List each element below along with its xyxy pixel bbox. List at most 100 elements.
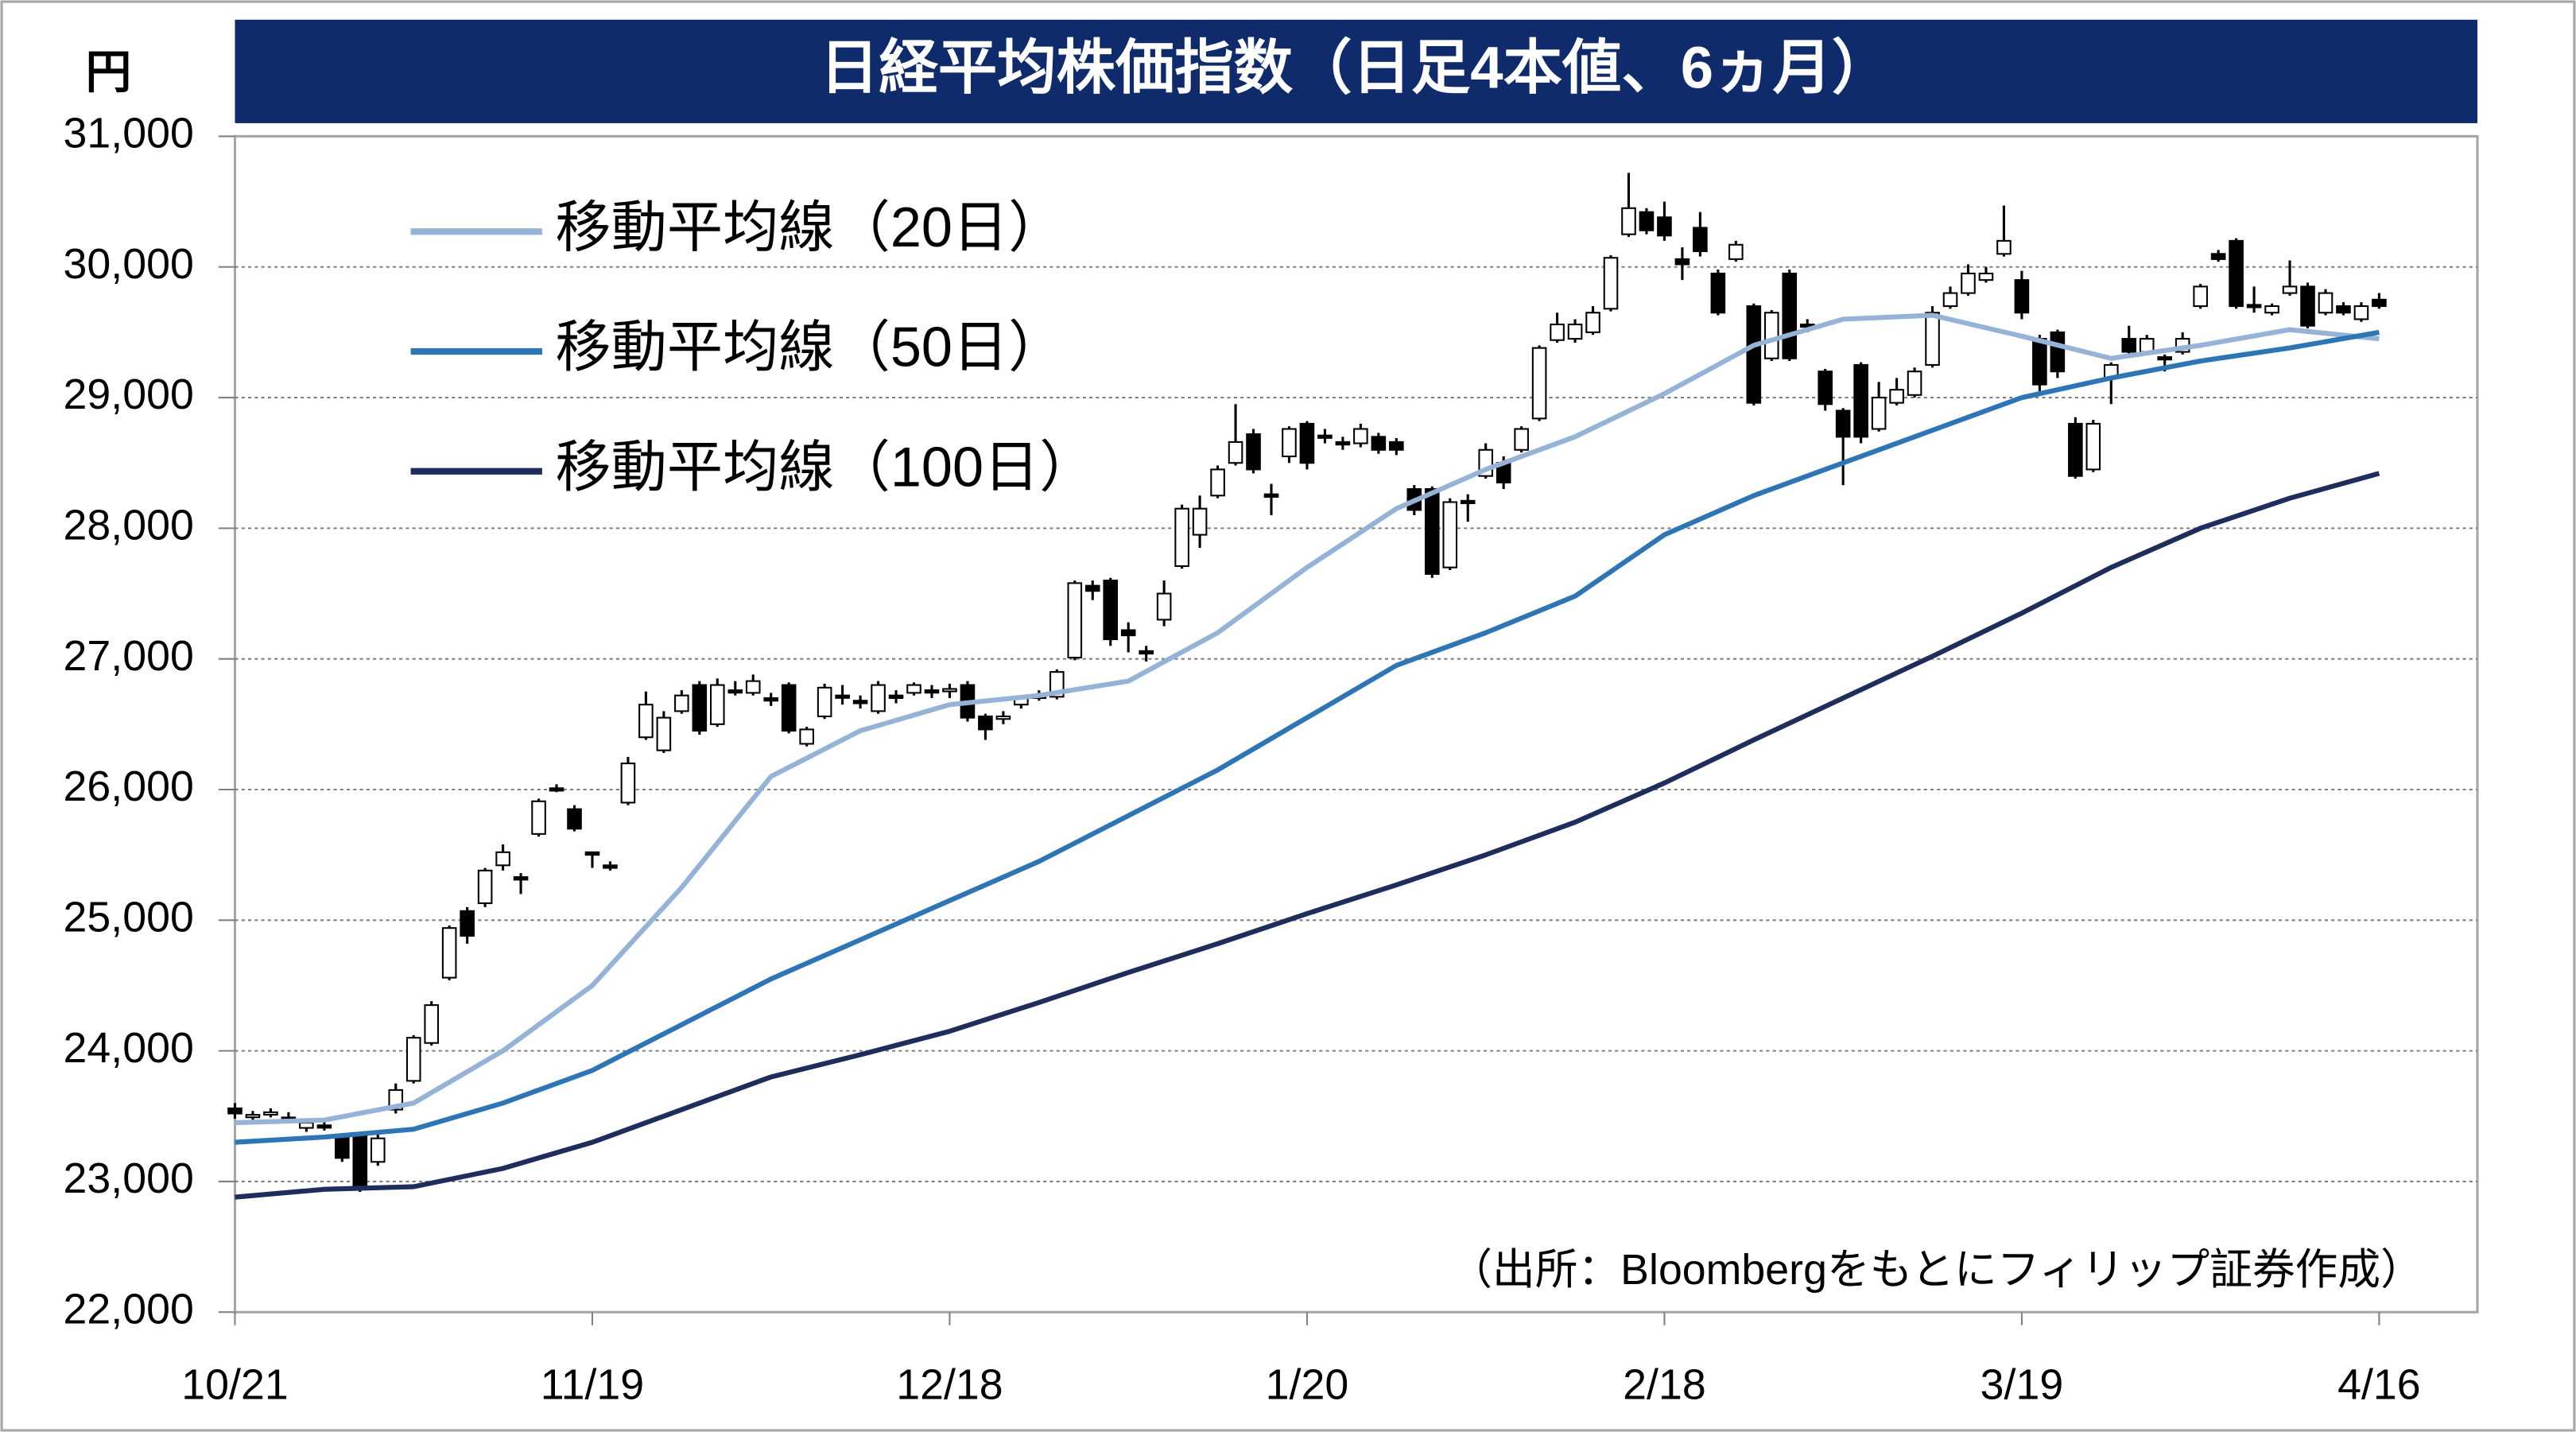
moving-average-line: [235, 329, 2380, 1145]
candle-body: [1282, 428, 1297, 458]
candle-body: [316, 1124, 332, 1129]
candle-body: [656, 716, 672, 751]
candle-body: [1746, 305, 1762, 404]
candle-body: [1084, 584, 1100, 592]
candle-body: [995, 715, 1011, 720]
candle-body: [2014, 279, 2030, 314]
legend-label: 移動平均線（50日）: [555, 316, 1064, 378]
candle-body: [745, 680, 761, 694]
candle-body: [763, 697, 779, 702]
candle-body: [1550, 324, 1565, 341]
candle-body: [1728, 243, 1744, 260]
candle-body: [1263, 493, 1279, 498]
candle-body: [924, 689, 940, 694]
candle-body: [1460, 499, 1476, 504]
candle-body: [1907, 371, 1922, 396]
candle-body: [871, 684, 886, 712]
candle-body: [2246, 304, 2262, 309]
x-tick-label: 4/16: [2337, 1360, 2421, 1408]
y-tick-label: 24,000: [64, 1024, 194, 1072]
candle-body: [1818, 371, 1833, 406]
x-tick-label: 11/19: [541, 1360, 644, 1408]
candle-body: [2032, 338, 2047, 386]
candle-body: [1961, 272, 1976, 294]
candle-body: [1389, 440, 1404, 451]
candle-body: [1942, 292, 1958, 308]
candle-body: [1996, 239, 2012, 255]
candle-body: [263, 1111, 278, 1116]
candle-body: [888, 694, 904, 699]
candle-body: [2068, 422, 2083, 477]
y-tick-label: 27,000: [64, 632, 194, 680]
y-tick-label: 29,000: [64, 371, 194, 418]
y-tick-label: 25,000: [64, 893, 194, 941]
candle-body: [1317, 434, 1333, 439]
candle-body: [460, 910, 475, 937]
candle-body: [1156, 592, 1172, 621]
candle-body: [477, 869, 493, 904]
candle-body: [2318, 292, 2334, 314]
candle-body: [549, 787, 564, 792]
candle-body: [852, 700, 868, 704]
moving-average-line: [235, 312, 2380, 1126]
candle-body: [942, 688, 957, 693]
candle-body: [692, 684, 708, 732]
candle-body: [727, 689, 743, 694]
candle-body: [513, 876, 529, 881]
candle-body: [1174, 507, 1189, 568]
x-tick-label: 3/19: [1980, 1360, 2064, 1408]
candle-body: [2264, 305, 2279, 314]
candle-body: [2353, 305, 2369, 320]
candle-body: [1424, 488, 1440, 575]
chart-title: 日経平均株価指数（日足4本値、6ヵ月）: [820, 35, 1891, 101]
y-tick-label: 23,000: [64, 1155, 194, 1202]
source-note: （出所：Bloombergをもとにフィリップ証券作成）: [1449, 1246, 2423, 1294]
candle-body: [1585, 312, 1600, 333]
moving-average-line: [235, 471, 2380, 1200]
candle-body: [1120, 629, 1136, 637]
candle-body: [1978, 272, 1994, 281]
candle-body: [2193, 285, 2208, 308]
candle-body: [1782, 272, 1798, 359]
candle-body: [1228, 440, 1243, 464]
candle-body: [1674, 258, 1690, 266]
y-unit: 円: [85, 47, 131, 98]
candle-body: [1693, 227, 1708, 253]
candle-body: [1925, 312, 1940, 367]
x-tick-label: 10/21: [181, 1360, 288, 1408]
candle-body: [1514, 428, 1529, 451]
candle-body: [245, 1114, 261, 1119]
candle-body: [638, 704, 654, 739]
legend-label: 移動平均線（100日）: [555, 435, 1095, 498]
candle-body: [335, 1136, 350, 1159]
candle-body: [2282, 285, 2298, 294]
candle-body: [603, 864, 618, 869]
candle-body: [2085, 422, 2101, 471]
candle-body: [1139, 650, 1154, 655]
x-tick-label: 2/18: [1623, 1360, 1706, 1408]
plot-area: [233, 134, 2479, 1314]
candle-body: [567, 808, 582, 830]
x-tick-label: 12/18: [896, 1360, 1003, 1408]
candle-body: [2050, 331, 2066, 373]
candle-body: [1335, 440, 1351, 446]
candle-body: [531, 800, 546, 835]
candle-body: [495, 851, 510, 867]
candle-body: [1603, 257, 1619, 310]
candle-body: [1871, 397, 1887, 430]
candle-body: [227, 1107, 242, 1115]
candle-body: [1657, 216, 1672, 237]
candle-body: [584, 851, 600, 856]
candle-body: [1442, 501, 1458, 569]
candle-body: [709, 684, 725, 725]
candle-body: [441, 927, 457, 979]
y-tick-label: 26,000: [64, 763, 194, 810]
candle-body: [2336, 305, 2351, 314]
y-tick-label: 30,000: [64, 240, 194, 288]
title-banner: [235, 19, 2478, 123]
candle-body: [2139, 338, 2155, 353]
candle-body: [781, 684, 797, 732]
candle-body: [1299, 422, 1315, 464]
